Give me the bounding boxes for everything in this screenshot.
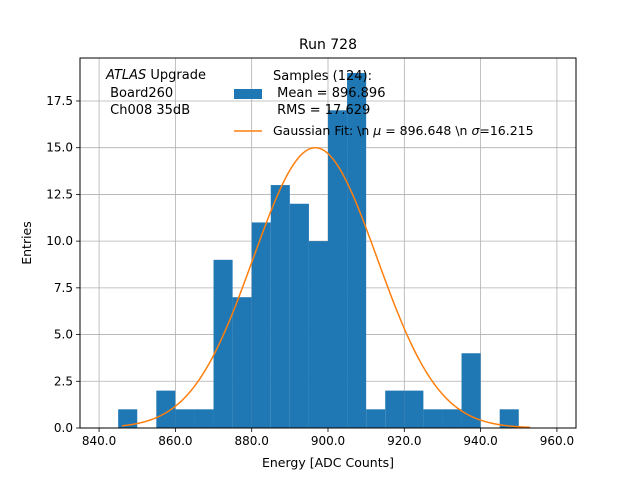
x-tick-label: 880.0 <box>235 434 269 448</box>
histogram-bar <box>499 409 519 428</box>
histogram-bar <box>328 110 348 428</box>
histogram-bar <box>175 409 195 428</box>
histogram-bars <box>118 72 519 428</box>
legend-fit-sigma-symbol: σ <box>471 123 480 138</box>
y-axis-ticks: 0.0 2.5 5.0 7.5 10.0 12.5 15.0 17.5 <box>46 94 80 435</box>
gaussian-fit-curve <box>121 146 531 429</box>
histogram-bar <box>404 390 424 428</box>
legend-fit-label: Gaussian Fit: \n μ = 896.648 \n σ=16.215 <box>273 123 534 138</box>
y-tick-label: 0.0 <box>54 421 73 435</box>
x-axis-label: Energy [ADC Counts] <box>262 455 394 470</box>
legend-fit-mu-symbol: μ <box>372 123 381 138</box>
legend-hist-line-3: RMS = 17.629 <box>273 103 370 118</box>
histogram-bar <box>156 390 176 428</box>
legend-histogram-swatch <box>234 89 262 99</box>
x-tick-label: 840.0 <box>82 434 116 448</box>
histogram-bar <box>118 409 138 428</box>
x-tick-label: 860.0 <box>158 434 192 448</box>
upgrade-label: Upgrade <box>146 68 206 83</box>
y-tick-label: 12.5 <box>46 187 73 201</box>
histogram-bar <box>308 241 328 428</box>
legend-hist-line-2: Mean = 896.896 <box>273 86 385 101</box>
svg-text:ATLAS Upgrade: ATLAS Upgrade <box>105 68 206 83</box>
y-tick-label: 15.0 <box>46 141 73 155</box>
legend-hist-line-1: Samples (124): <box>273 69 372 84</box>
y-tick-label: 17.5 <box>46 94 73 108</box>
legend-fit-sigma-text: =16.215 <box>479 123 533 138</box>
histogram-bar <box>461 353 481 428</box>
y-tick-label: 7.5 <box>54 281 73 295</box>
legend: Samples (124): Mean = 896.896 RMS = 17.6… <box>234 69 534 138</box>
atlas-annotation: ATLAS Upgrade Board260 Ch008 35dB <box>105 68 206 118</box>
histogram-bar <box>251 222 271 428</box>
x-axis-ticks: 840.0 860.0 880.0 900.0 920.0 940.0 960.0 <box>82 428 574 448</box>
histogram-bar <box>347 72 367 428</box>
histogram-bar <box>442 409 462 428</box>
x-tick-label: 900.0 <box>311 434 345 448</box>
legend-fit-prefix: Gaussian Fit: \n <box>273 123 373 138</box>
board-label: Board260 <box>106 86 173 101</box>
histogram-bar <box>213 259 233 428</box>
histogram-bar <box>366 409 386 428</box>
chart-title: Run 728 <box>299 37 357 53</box>
histogram-bar <box>385 390 405 428</box>
histogram-bar <box>289 203 309 428</box>
histogram-bar <box>270 185 290 428</box>
x-tick-label: 960.0 <box>540 434 574 448</box>
y-tick-label: 5.0 <box>54 328 73 342</box>
atlas-label: ATLAS <box>105 68 146 83</box>
x-tick-label: 920.0 <box>387 434 421 448</box>
channel-label: Ch008 35dB <box>106 103 190 118</box>
histogram-bar <box>232 297 252 428</box>
legend-fit-mu-text: = 896.648 \n <box>381 123 471 138</box>
histogram-bar <box>194 409 214 428</box>
histogram-bar <box>423 409 443 428</box>
x-tick-label: 940.0 <box>463 434 497 448</box>
y-tick-label: 2.5 <box>54 374 73 388</box>
y-tick-label: 10.0 <box>46 234 73 248</box>
y-axis-label: Entries <box>19 221 34 265</box>
